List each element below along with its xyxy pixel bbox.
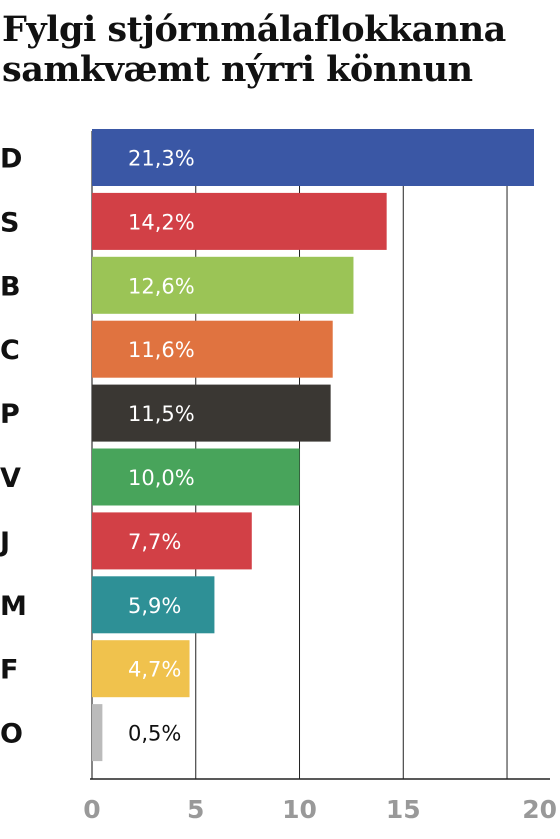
category-label-B: B — [0, 271, 21, 302]
value-label-S: 14,2% — [128, 210, 195, 234]
bar-J — [92, 512, 252, 570]
x-tick-label-15: 15 — [386, 795, 421, 824]
category-label-J: J — [0, 527, 10, 558]
x-tick-label-10: 10 — [282, 795, 317, 824]
value-label-M: 5,9% — [128, 594, 181, 618]
category-label-V: V — [0, 463, 21, 494]
x-tick-label-5: 5 — [187, 795, 204, 824]
bar-D — [92, 129, 534, 186]
category-label-S: S — [0, 207, 19, 238]
value-label-F: 4,7% — [128, 658, 181, 682]
value-label-V: 10,0% — [128, 466, 195, 490]
chart-title-line-1: Fylgi stjórnmálaflokkanna — [2, 9, 506, 50]
value-label-B: 12,6% — [128, 274, 195, 298]
x-tick-label-0: 0 — [83, 795, 100, 824]
bar-P — [92, 384, 331, 442]
bar-S — [92, 192, 387, 250]
bar-C — [92, 320, 333, 378]
bar-M — [92, 576, 215, 634]
value-label-P: 11,5% — [128, 402, 195, 426]
chart-title: Fylgi stjórnmálaflokkanna samkvæmt nýrri… — [2, 10, 554, 90]
category-label-F: F — [0, 655, 18, 686]
value-label-J: 7,7% — [128, 530, 181, 554]
category-label-M: M — [0, 591, 27, 622]
value-label-O: 0,5% — [128, 722, 181, 746]
x-tick-label-20: 20 — [522, 795, 557, 824]
category-label-P: P — [0, 399, 20, 430]
bar-V — [92, 448, 300, 506]
category-label-D: D — [0, 144, 22, 175]
chart-title-line-2: samkvæmt nýrri könnun — [2, 49, 473, 90]
category-label-C: C — [0, 335, 20, 366]
bar-O — [92, 704, 103, 762]
bar-B — [92, 256, 354, 314]
category-label-O: O — [0, 719, 23, 750]
value-label-C: 11,6% — [128, 338, 195, 362]
value-label-D: 21,3% — [128, 147, 195, 171]
bar-F — [92, 640, 190, 698]
